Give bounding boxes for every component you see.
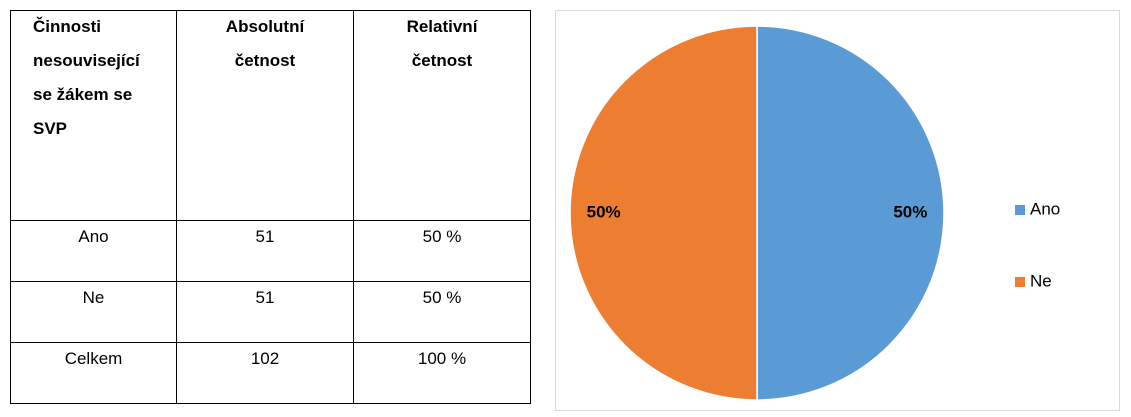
legend-label: Ano bbox=[1030, 199, 1060, 218]
header-row: Činnosti nesouvisející se žákem se SVP Abso… bbox=[10, 10, 531, 221]
data-label: 50% bbox=[893, 202, 927, 221]
cell-text: Ne bbox=[82, 288, 105, 307]
cell-text: 102 bbox=[250, 349, 280, 368]
header-text: Činnosti bbox=[33, 17, 101, 36]
cell-text: Celkem bbox=[64, 349, 123, 368]
header-text: četnost bbox=[411, 51, 473, 70]
header-text: nesouvisející bbox=[33, 51, 140, 70]
header-cell: Činnosti nesouvisející se žákem se SVP bbox=[10, 10, 177, 221]
cell-text: 51 bbox=[255, 227, 275, 246]
header-cell: Absolutní četnost bbox=[176, 10, 354, 221]
header-cell: Relativní četnost bbox=[353, 10, 531, 221]
cell: 102 bbox=[176, 342, 354, 404]
pie-slice bbox=[756, 25, 945, 401]
header-text: Absolutní bbox=[225, 17, 305, 36]
pie-slice bbox=[569, 25, 758, 401]
cell: 50 % bbox=[353, 281, 531, 343]
cell-text: 50 % bbox=[422, 288, 462, 307]
header-text: se žákem se bbox=[33, 85, 133, 104]
table-row: Celkem 102 100 % bbox=[10, 342, 531, 404]
cell: 100 % bbox=[353, 342, 531, 404]
cell: 51 bbox=[176, 281, 354, 343]
table-row: Ano 51 50 % bbox=[10, 220, 531, 282]
cell: Celkem bbox=[10, 342, 177, 404]
cell-text: 51 bbox=[255, 288, 275, 307]
header-text: četnost bbox=[234, 51, 296, 70]
data-label: 50% bbox=[587, 202, 621, 221]
table-row: Ne 51 50 % bbox=[10, 281, 531, 343]
frequency-table: Činnosti nesouvisející se žákem se SVP Abso… bbox=[10, 10, 531, 404]
cell-text: 100 % bbox=[417, 349, 467, 368]
legend-label: Ne bbox=[1030, 271, 1052, 290]
chart-frame bbox=[555, 10, 1120, 411]
cell-text: 50 % bbox=[422, 227, 462, 246]
header-text: SVP bbox=[33, 119, 68, 138]
cell: 51 bbox=[176, 220, 354, 282]
legend-swatch bbox=[1015, 205, 1025, 215]
header-text: Relativní bbox=[406, 17, 478, 36]
cell: Ano bbox=[10, 220, 177, 282]
legend-swatch bbox=[1015, 277, 1025, 287]
cell-text: Ano bbox=[78, 227, 109, 246]
